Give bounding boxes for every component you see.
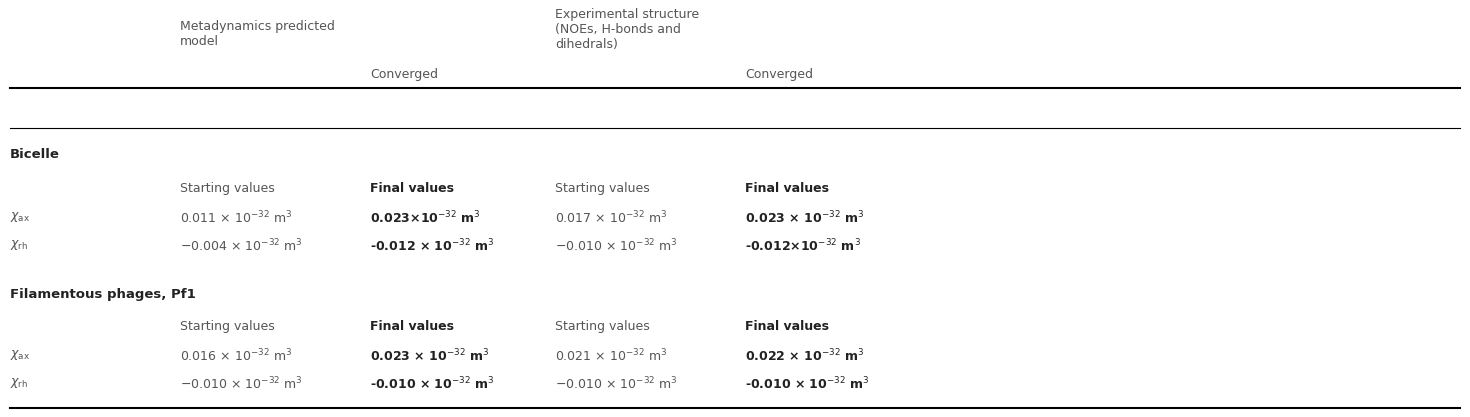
- Text: −0.010 × 10$^{-32}$ m$^{3}$: −0.010 × 10$^{-32}$ m$^{3}$: [556, 238, 678, 255]
- Text: Experimental structure
(NOEs, H-bonds and
dihedrals): Experimental structure (NOEs, H-bonds an…: [556, 8, 700, 51]
- Text: 0.023×10$^{-32}$ m$^{3}$: 0.023×10$^{-32}$ m$^{3}$: [370, 210, 481, 226]
- Text: -0.010 × 10$^{-32}$ m$^{3}$: -0.010 × 10$^{-32}$ m$^{3}$: [370, 376, 494, 392]
- Text: Starting values: Starting values: [179, 182, 275, 195]
- Text: 0.023 × 10$^{-32}$ m$^{3}$: 0.023 × 10$^{-32}$ m$^{3}$: [745, 210, 864, 226]
- Text: Starting values: Starting values: [179, 320, 275, 333]
- Text: -0.010 × 10$^{-32}$ m$^{3}$: -0.010 × 10$^{-32}$ m$^{3}$: [745, 376, 870, 392]
- Text: −0.010 × 10$^{-32}$ m$^{3}$: −0.010 × 10$^{-32}$ m$^{3}$: [179, 376, 303, 392]
- Text: Final values: Final values: [745, 182, 829, 195]
- Text: −0.010 × 10$^{-32}$ m$^{3}$: −0.010 × 10$^{-32}$ m$^{3}$: [556, 376, 678, 392]
- Text: 0.017 × 10$^{-32}$ m$^{3}$: 0.017 × 10$^{-32}$ m$^{3}$: [556, 210, 667, 226]
- Text: 0.016 × 10$^{-32}$ m$^{3}$: 0.016 × 10$^{-32}$ m$^{3}$: [179, 348, 293, 364]
- Text: Bicelle: Bicelle: [10, 148, 60, 161]
- Text: −0.004 × 10$^{-32}$ m$^{3}$: −0.004 × 10$^{-32}$ m$^{3}$: [179, 238, 303, 255]
- Text: -0.012 × 10$^{-32}$ m$^{3}$: -0.012 × 10$^{-32}$ m$^{3}$: [370, 238, 494, 255]
- Text: $\chi_\mathrm{ax}$: $\chi_\mathrm{ax}$: [10, 210, 31, 224]
- Text: $\chi_\mathrm{rh}$: $\chi_\mathrm{rh}$: [10, 376, 28, 390]
- Text: Final values: Final values: [370, 320, 454, 333]
- Text: Starting values: Starting values: [556, 182, 650, 195]
- Text: Filamentous phages, Pf1: Filamentous phages, Pf1: [10, 288, 196, 301]
- Text: 0.023 × 10$^{-32}$ m$^{3}$: 0.023 × 10$^{-32}$ m$^{3}$: [370, 348, 490, 364]
- Text: Final values: Final values: [745, 320, 829, 333]
- Text: Metadynamics predicted
model: Metadynamics predicted model: [179, 20, 335, 48]
- Text: Starting values: Starting values: [556, 320, 650, 333]
- Text: Converged: Converged: [745, 68, 813, 81]
- Text: Converged: Converged: [370, 68, 438, 81]
- Text: $\chi_\mathrm{ax}$: $\chi_\mathrm{ax}$: [10, 348, 31, 362]
- Text: Final values: Final values: [370, 182, 454, 195]
- Text: 0.011 × 10$^{-32}$ m$^{3}$: 0.011 × 10$^{-32}$ m$^{3}$: [179, 210, 293, 226]
- Text: 0.021 × 10$^{-32}$ m$^{3}$: 0.021 × 10$^{-32}$ m$^{3}$: [556, 348, 667, 364]
- Text: 0.022 × 10$^{-32}$ m$^{3}$: 0.022 × 10$^{-32}$ m$^{3}$: [745, 348, 864, 364]
- Text: $\chi_\mathrm{rh}$: $\chi_\mathrm{rh}$: [10, 238, 28, 252]
- Text: -0.012×10$^{-32}$ m$^{3}$: -0.012×10$^{-32}$ m$^{3}$: [745, 238, 861, 255]
